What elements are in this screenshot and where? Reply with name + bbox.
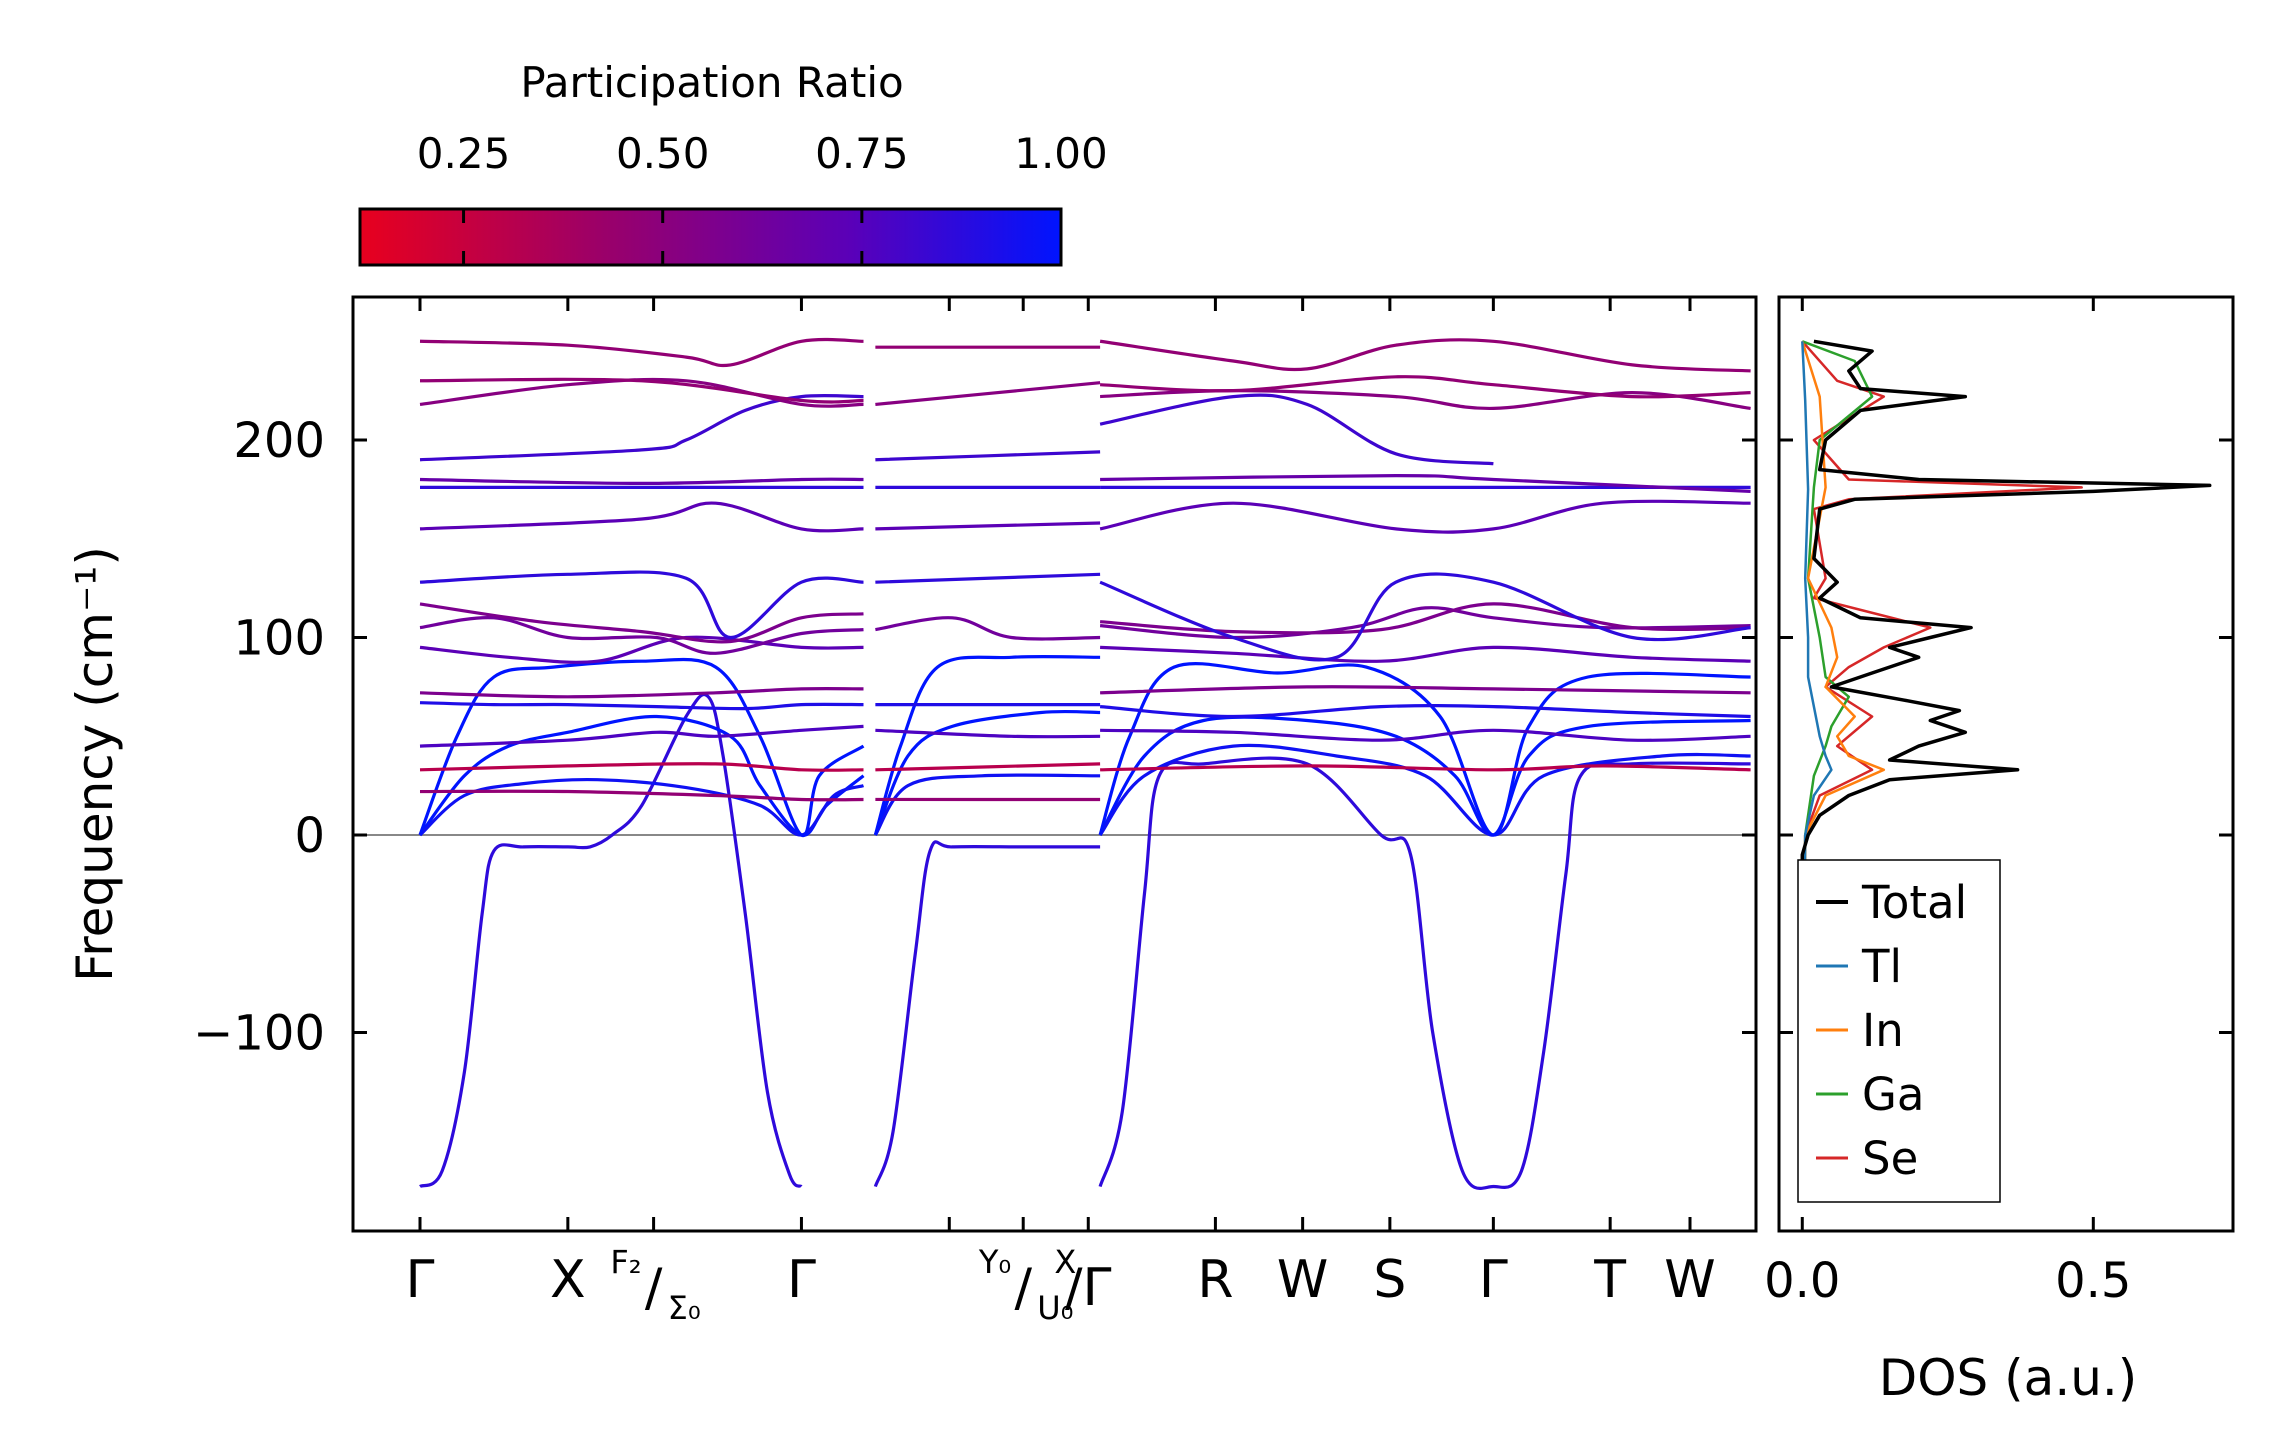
legend-label-in: In <box>1862 1004 1904 1057</box>
band-line-opt-218b <box>875 381 1101 407</box>
k-point-label: W <box>1664 1250 1715 1310</box>
dos-x-tick-label: 0.5 <box>2055 1253 2131 1309</box>
k-point-label: Γ <box>1479 1250 1508 1310</box>
frequency-axis: −100 0 100 200 <box>193 413 1756 1062</box>
dos-x-tick-label: 0.0 <box>1764 1253 1840 1309</box>
band-line-opt-230 <box>419 377 864 404</box>
k-point-label: X/Γ <box>1054 1243 1111 1318</box>
colorbar-tick-label: 0.25 <box>417 129 511 178</box>
y-tick-label: 0 <box>294 808 325 864</box>
colorbar-ticks: 0.25 0.50 0.75 1.00 <box>417 129 1108 265</box>
legend-label-tl: Tl <box>1861 940 1902 993</box>
k-point-label: R <box>1197 1250 1233 1310</box>
k-point-label: Γ <box>406 1250 435 1310</box>
band-line-opt-100b <box>875 616 1101 641</box>
band-line-opt-20 <box>419 789 864 802</box>
k-point-label: Y₀ / U₀ <box>978 1243 1074 1327</box>
band-line-opt-155c <box>1099 499 1751 534</box>
dos-plot: 0.0 0.5 DOS (a.u.) Total Tl In Ga Se <box>1764 295 2235 1407</box>
band-line-opt-65c <box>1099 704 1751 719</box>
k-path-axis: Γ X F₂ / Σ₀ Γ Y₀ / U₀X/Γ R W S Γ T W <box>406 297 1716 1327</box>
band-line-opt-155 <box>419 501 864 533</box>
band-line-opt-218 <box>419 377 864 408</box>
band-line-opt-230c <box>1100 375 1751 399</box>
band-line-opt-45c <box>1100 728 1751 742</box>
k-point-main: / <box>645 1258 663 1318</box>
k-point-label: X <box>550 1250 586 1310</box>
frequency-axis-label: Frequency (cm⁻¹) <box>66 546 124 982</box>
dos-line-total <box>1800 339 2212 1191</box>
band-line-opt-45 <box>419 724 864 748</box>
band-line-acoustic-1b <box>873 709 1101 836</box>
dos-legend: Total Tl In Ga Se <box>1797 859 2001 1203</box>
colorbar-tick-label: 0.50 <box>616 129 710 178</box>
y-tick-label: 100 <box>233 611 325 667</box>
band-line-opt-115 <box>419 602 864 644</box>
band-line-opt-45b <box>875 728 1101 739</box>
k-point-sup: Y₀ <box>978 1243 1011 1281</box>
band-lines <box>353 337 1756 1190</box>
band-line-opt-155b <box>875 521 1101 531</box>
band-line-opt-190b <box>875 450 1101 462</box>
k-point-main: / <box>1014 1258 1032 1318</box>
k-point-label: Γ <box>787 1250 816 1310</box>
band-line-opt-65 <box>419 701 864 711</box>
band-line-opt-248c <box>1099 338 1751 373</box>
band-line-opt-85c <box>1100 645 1751 663</box>
k-point-label: W <box>1277 1250 1328 1310</box>
band-line-opt-72 <box>419 686 864 699</box>
band-line-opt-248 <box>419 337 864 368</box>
band-line-soft-mode <box>419 692 803 1189</box>
dos-axis-label: DOS (a.u.) <box>1879 1349 2138 1407</box>
band-line-opt-33c <box>1100 764 1751 772</box>
band-line-opt-33 <box>419 762 864 772</box>
band-line-acoustic-2b <box>873 773 1101 836</box>
y-tick-label: −100 <box>193 1006 325 1062</box>
k-point-main: /Γ <box>1065 1258 1112 1318</box>
k-point-label: T <box>1593 1250 1626 1310</box>
dos-plot-frame <box>1777 295 2235 1233</box>
band-line-opt-190 <box>419 393 864 462</box>
dos-lines <box>1800 339 2212 1191</box>
band-plot-frame <box>351 295 1758 1233</box>
band-line-opt-180 <box>419 477 864 485</box>
band-line-acoustic-2 <box>418 777 865 837</box>
band-line-soft-mode-3 <box>1098 756 1751 1190</box>
band-line-opt-128b <box>875 572 1101 584</box>
band-line-opt-128 <box>419 570 864 640</box>
dos-line-tl <box>1801 341 1833 1191</box>
band-line-opt-85 <box>419 635 864 664</box>
dos-line-in <box>1801 340 1886 1191</box>
k-point-label: S <box>1373 1250 1406 1310</box>
colorbar: Participation Ratio 0.25 0.50 0.75 1.00 <box>358 58 1108 267</box>
dos-axes: 0.0 0.5 <box>1764 297 2233 1309</box>
band-line-acoustic-3 <box>418 657 865 837</box>
band-line-soft-mode-2 <box>873 840 1101 1188</box>
k-point-label: F₂ / Σ₀ <box>610 1243 700 1327</box>
k-point-sup: X <box>1054 1243 1076 1281</box>
legend-label-ga: Ga <box>1862 1068 1924 1121</box>
k-point-sub: U₀ <box>1037 1289 1073 1327</box>
legend-label-se: Se <box>1862 1132 1918 1185</box>
band-line-opt-33b <box>875 762 1101 772</box>
k-point-sup: F₂ <box>610 1243 641 1281</box>
band-line-opt-128c <box>1099 572 1751 662</box>
band-line-opt-218c <box>1100 389 1751 411</box>
legend-label-total: Total <box>1861 876 1967 929</box>
colorbar-tick-label: 0.75 <box>815 129 909 178</box>
colorbar-gradient <box>358 207 1063 267</box>
y-tick-label: 200 <box>233 413 325 469</box>
band-line-acoustic-3b <box>873 654 1101 836</box>
dos-line-ga <box>1801 340 1874 1191</box>
band-line-opt-190c <box>1099 393 1494 466</box>
colorbar-tick-label: 1.00 <box>1014 129 1108 178</box>
band-line-opt-100 <box>419 616 864 655</box>
band-line-opt-72c <box>1100 685 1751 695</box>
band-line-acoustic-2c <box>1098 743 1751 837</box>
colorbar-label: Participation Ratio <box>520 58 903 107</box>
band-line-opt-180c <box>1100 474 1751 493</box>
k-point-sub: Σ₀ <box>668 1289 701 1327</box>
